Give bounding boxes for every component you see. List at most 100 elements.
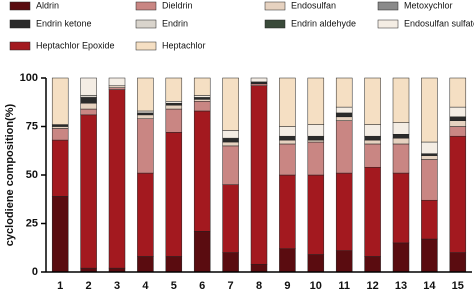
bar-segment (335, 120, 353, 174)
bar-segment (449, 106, 467, 118)
bar-segment (80, 114, 97, 269)
bar-segment (51, 128, 69, 141)
bar-segment (392, 143, 410, 174)
bar-segment (165, 256, 183, 273)
x-tick-label: 1 (57, 280, 63, 292)
bar-segment (193, 110, 211, 232)
legend-label: Endrin ketone (36, 18, 92, 28)
x-tick-label: 11 (338, 280, 350, 292)
bar-segment (193, 97, 211, 100)
bar-segment (137, 118, 154, 174)
x-tick-label: 5 (171, 280, 177, 292)
bar-segment (449, 135, 467, 253)
bar-segment (392, 172, 410, 244)
bar-segment (307, 77, 325, 125)
y-tick-label: 100 (20, 72, 38, 84)
bar-segment (364, 139, 381, 145)
legend-swatch (264, 19, 286, 29)
bar-segment (165, 132, 183, 257)
bar-segment (335, 116, 353, 121)
bar-segment (51, 196, 69, 273)
bar-segment (193, 101, 211, 112)
bar-segment (108, 85, 126, 88)
x-tick-label: 14 (423, 280, 436, 292)
y-tick-label: 25 (26, 217, 38, 229)
bar-segment (364, 77, 381, 125)
bar-segment (449, 252, 467, 273)
legend-label: Endrin aldehyde (291, 18, 356, 28)
bar-segment (165, 77, 183, 102)
bar-segment (449, 116, 467, 121)
bar-segment (250, 77, 268, 83)
bar-segment (51, 139, 69, 197)
bar-segment (250, 83, 268, 87)
bar-segment (392, 122, 410, 135)
bar-segment (392, 134, 410, 139)
legend-label: Dieldrin (162, 0, 193, 10)
legend-swatch (135, 1, 157, 11)
bar-segment (307, 124, 325, 137)
bar-segment (335, 106, 353, 114)
bar-segment (108, 87, 126, 90)
bar-segment (137, 77, 154, 112)
bar-segment (364, 166, 381, 257)
legend-swatch (9, 19, 31, 29)
bar-segment (449, 77, 467, 108)
bar-segment (335, 112, 353, 118)
bar-segment (421, 238, 438, 273)
bar-segment (392, 137, 410, 145)
x-tick-label: 3 (114, 280, 120, 292)
bar-segment (392, 242, 410, 273)
x-tick-label: 10 (310, 280, 322, 292)
x-tick-label: 6 (199, 280, 205, 292)
bar-segment (80, 102, 97, 110)
bar-segment (222, 184, 239, 253)
legend-swatch (135, 19, 157, 29)
bar-segment (222, 141, 239, 147)
bar-segment (51, 77, 69, 125)
legend-swatch (377, 19, 399, 29)
bar-segment (279, 135, 296, 141)
bar-segment (279, 77, 296, 127)
bar-segment (165, 101, 183, 104)
bar-segment (108, 89, 126, 269)
bar-segment (222, 137, 239, 143)
legend-swatch (9, 1, 31, 11)
legend-label: Endosulfan sulfate (404, 18, 474, 28)
legend-swatch (377, 1, 399, 11)
bar-segment (193, 77, 211, 96)
bar-segment (421, 199, 438, 240)
bar-segment (165, 104, 183, 110)
bar-segment (421, 141, 438, 154)
bar-segment (421, 159, 438, 201)
bar-segment (307, 135, 325, 141)
bar-segment (364, 135, 381, 141)
bar-segment (108, 77, 126, 87)
bar-segment (137, 172, 154, 257)
bar-segment (421, 155, 438, 160)
bar-segment (51, 124, 69, 127)
x-tick-label: 7 (228, 280, 234, 292)
bar-segment (250, 85, 268, 265)
bar-segment (193, 231, 211, 273)
bar-segment (51, 126, 69, 129)
legend-label: Heptachlor Epoxide (36, 40, 115, 50)
y-tick-label: 0 (32, 266, 38, 278)
bar-segment (364, 124, 381, 137)
bar-segment (80, 77, 97, 96)
bar-segment (250, 81, 268, 85)
bar-segment (222, 77, 239, 131)
bar-segment (137, 256, 154, 273)
legend-label: Endosulfan (291, 0, 336, 10)
bar-segment (80, 95, 97, 98)
legend-label: Heptachlor (162, 40, 206, 50)
bar-segment (364, 256, 381, 273)
bar-segment (421, 153, 438, 156)
bar-segment (80, 108, 97, 116)
bar-segment (307, 139, 325, 143)
legend-label: Metoxychlor (404, 0, 453, 10)
legend-label: Aldrin (36, 0, 59, 10)
x-tick-label: 2 (86, 280, 92, 292)
bar-segment (137, 114, 154, 119)
